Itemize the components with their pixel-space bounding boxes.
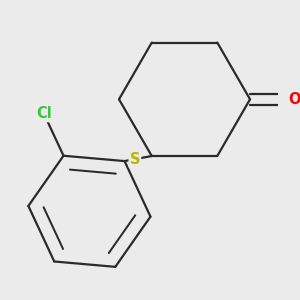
Text: Cl: Cl <box>36 106 52 121</box>
Text: O: O <box>288 92 300 107</box>
Text: S: S <box>130 152 140 167</box>
